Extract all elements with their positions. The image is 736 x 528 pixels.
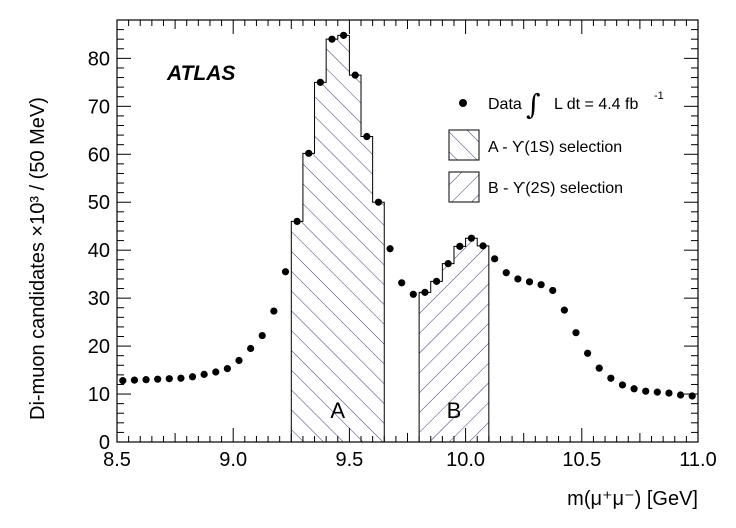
legend-label-b: B - ϒ(2S) selection [488, 180, 623, 197]
data-point [584, 349, 592, 357]
experiment-label: ATLAS [166, 62, 235, 85]
data-point [165, 375, 173, 383]
y-tick-label: 10 [88, 384, 110, 406]
data-point [642, 387, 650, 395]
data-point [200, 370, 208, 378]
data-point [235, 356, 243, 365]
legend-lumi-exponent: -1 [654, 90, 664, 102]
data-point [618, 381, 627, 389]
region-a [290, 34, 385, 443]
data-point [456, 242, 464, 250]
data-point [572, 329, 580, 337]
data-point [630, 385, 638, 393]
data-point [595, 364, 603, 372]
legend-swatch-a [448, 129, 480, 161]
region-label-b: B [447, 398, 462, 423]
data-point [374, 198, 383, 206]
data-point [665, 389, 673, 397]
data-point [514, 275, 522, 283]
data-point [328, 35, 336, 43]
data-point [421, 288, 429, 296]
data-point [502, 269, 510, 277]
data-point [247, 344, 255, 353]
legend: Data ∫ L dt = 4.4 fb -1 A - ϒ(1S) select… [448, 88, 664, 203]
data-point [537, 281, 545, 289]
legend-data-label: Data [488, 96, 522, 113]
legend-lumi-text: L dt = 4.4 fb [554, 96, 638, 113]
data-point [432, 277, 441, 285]
data-point [409, 290, 417, 298]
data-point [188, 373, 197, 381]
y-tick-label: 40 [88, 240, 110, 262]
data-point [560, 306, 568, 314]
data-point [467, 234, 476, 242]
x-tick-label: 10.0 [446, 449, 485, 471]
x-axis-title: m(μ⁺μ⁻) [GeV] [567, 488, 698, 510]
data-point [398, 279, 406, 287]
data-point [281, 268, 290, 276]
data-point [223, 365, 231, 373]
y-tick-label: 80 [88, 48, 110, 70]
y-tick-label: 30 [88, 288, 110, 310]
data-point [154, 375, 162, 383]
x-tick-label: 9.0 [219, 449, 247, 471]
data-point [119, 377, 127, 385]
y-tick-label: 60 [88, 144, 110, 166]
data-point [386, 245, 394, 253]
data-point [491, 255, 499, 263]
data-point [351, 71, 359, 79]
data-point [212, 368, 220, 376]
data-point [479, 242, 487, 250]
region-label-a: A [330, 398, 345, 423]
y-tick-label: 20 [88, 336, 110, 358]
x-tick-label: 9.5 [335, 449, 363, 471]
data-point [525, 278, 534, 286]
data-point [653, 388, 661, 396]
data-point [607, 374, 615, 382]
x-tick-label: 10.5 [562, 449, 601, 471]
data-point [316, 78, 324, 86]
y-tick-label: 70 [88, 96, 110, 118]
data-point [130, 376, 139, 384]
legend-data-marker [459, 99, 467, 107]
axis-ticks: 8.5 9.0 9.5 10.0 10.5 11.0 0 10 20 30 40 50 60 70 80 [88, 19, 717, 471]
data-point [142, 376, 150, 384]
y-axis-title: Di-muon candidates ×10³ / (50 MeV) [27, 97, 49, 420]
legend-label-a: A - ϒ(1S) selection [488, 139, 622, 156]
y-tick-label: 0 [99, 432, 110, 454]
legend-integral-sign: ∫ [526, 88, 541, 121]
data-point [293, 217, 301, 226]
y-tick-label: 50 [88, 192, 110, 214]
data-point [339, 31, 348, 39]
data-point [177, 374, 185, 382]
data-point [444, 260, 452, 268]
data-point [270, 307, 278, 315]
data-point [258, 331, 266, 340]
data-point [688, 392, 696, 400]
data-point [305, 149, 313, 157]
data-point [363, 132, 371, 141]
data-points [119, 31, 696, 400]
x-tick-label: 11.0 [679, 449, 716, 471]
legend-swatch-b [448, 171, 480, 203]
x-tick-label: 8.5 [103, 449, 131, 471]
data-point [676, 391, 685, 399]
data-point [549, 286, 557, 295]
